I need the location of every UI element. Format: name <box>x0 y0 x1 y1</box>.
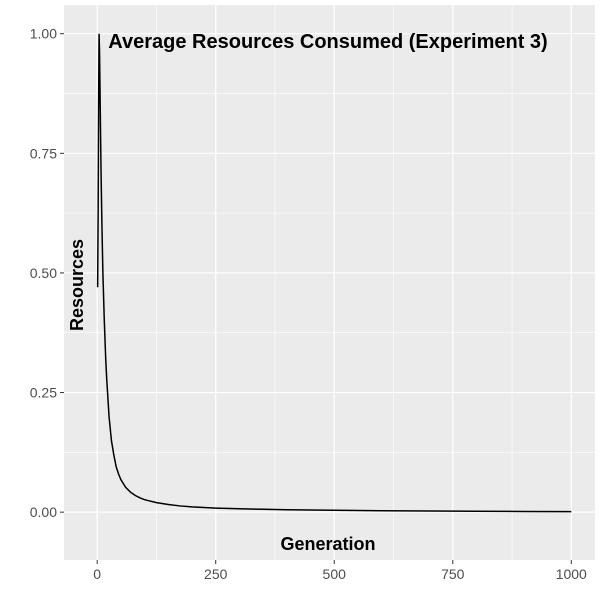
y-axis: 0.00 0.25 0.50 0.75 1.00 <box>30 26 64 520</box>
x-tick-label: 750 <box>441 566 465 582</box>
x-axis-title: Generation <box>280 534 375 554</box>
x-tick-label: 250 <box>204 566 228 582</box>
y-tick-label: 0.75 <box>30 145 57 161</box>
major-gridlines <box>64 5 595 560</box>
y-axis-title: Resources <box>67 239 87 331</box>
y-tick-label: 0.50 <box>30 265 57 281</box>
x-tick-label: 0 <box>93 566 101 582</box>
y-tick-label: 0.25 <box>30 385 57 401</box>
x-tick-label: 500 <box>323 566 347 582</box>
chart-title: Average Resources Consumed (Experiment 3… <box>108 31 547 53</box>
series-line <box>96 33 572 513</box>
minor-gridlines <box>64 5 595 560</box>
x-axis: 0 250 500 750 1000 <box>93 560 587 582</box>
y-tick-label: 1.00 <box>30 26 57 42</box>
x-tick-label: 1000 <box>556 566 587 582</box>
plot-panel <box>64 5 595 560</box>
y-tick-label: 0.00 <box>30 504 57 520</box>
